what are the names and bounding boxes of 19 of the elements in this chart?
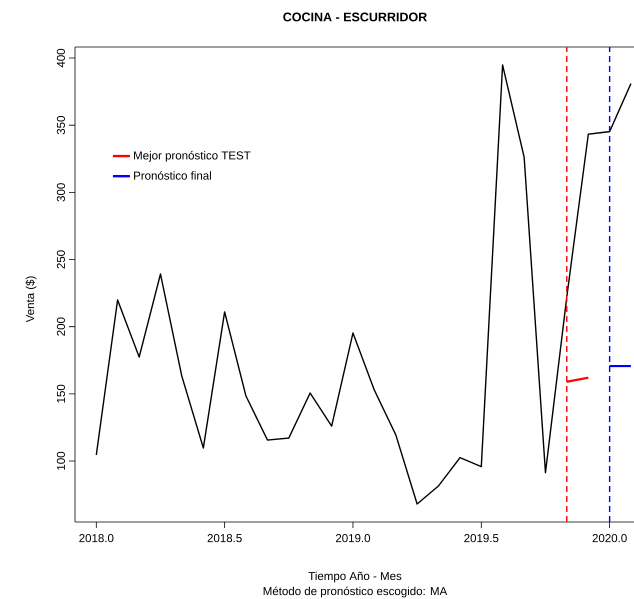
y-tick-label: 150 [56,384,65,403]
text: Método de pronóstico escogido: MA [264,586,448,598]
y-axis-title: Venta ($) [26,276,36,322]
x-axis-title: Tiempo Año - Mes [308,572,402,582]
legend-label: Mejor pronóstico TEST [134,150,250,162]
y-tick-label: 350 [56,116,65,134]
y-tick-label: 200 [56,318,65,336]
x-tick-label: 2019.0 [336,534,370,542]
x-tick-label: 2019.5 [464,534,498,542]
y-tick-label: 400 [56,48,65,68]
legend-label: Pronóstico final [134,171,211,180]
y-tick-label: 250 [56,250,65,269]
x-tick-label: 2018.5 [208,534,242,542]
y-tick-label: 300 [56,183,65,202]
y-tick-label: 100 [56,452,65,470]
x-tick-label: 2018.0 [79,534,114,542]
chart-title: COCINA - ESCURRIDOR [283,12,427,22]
x-tick-label: 2020.0 [592,534,627,542]
line-series [96,64,632,505]
